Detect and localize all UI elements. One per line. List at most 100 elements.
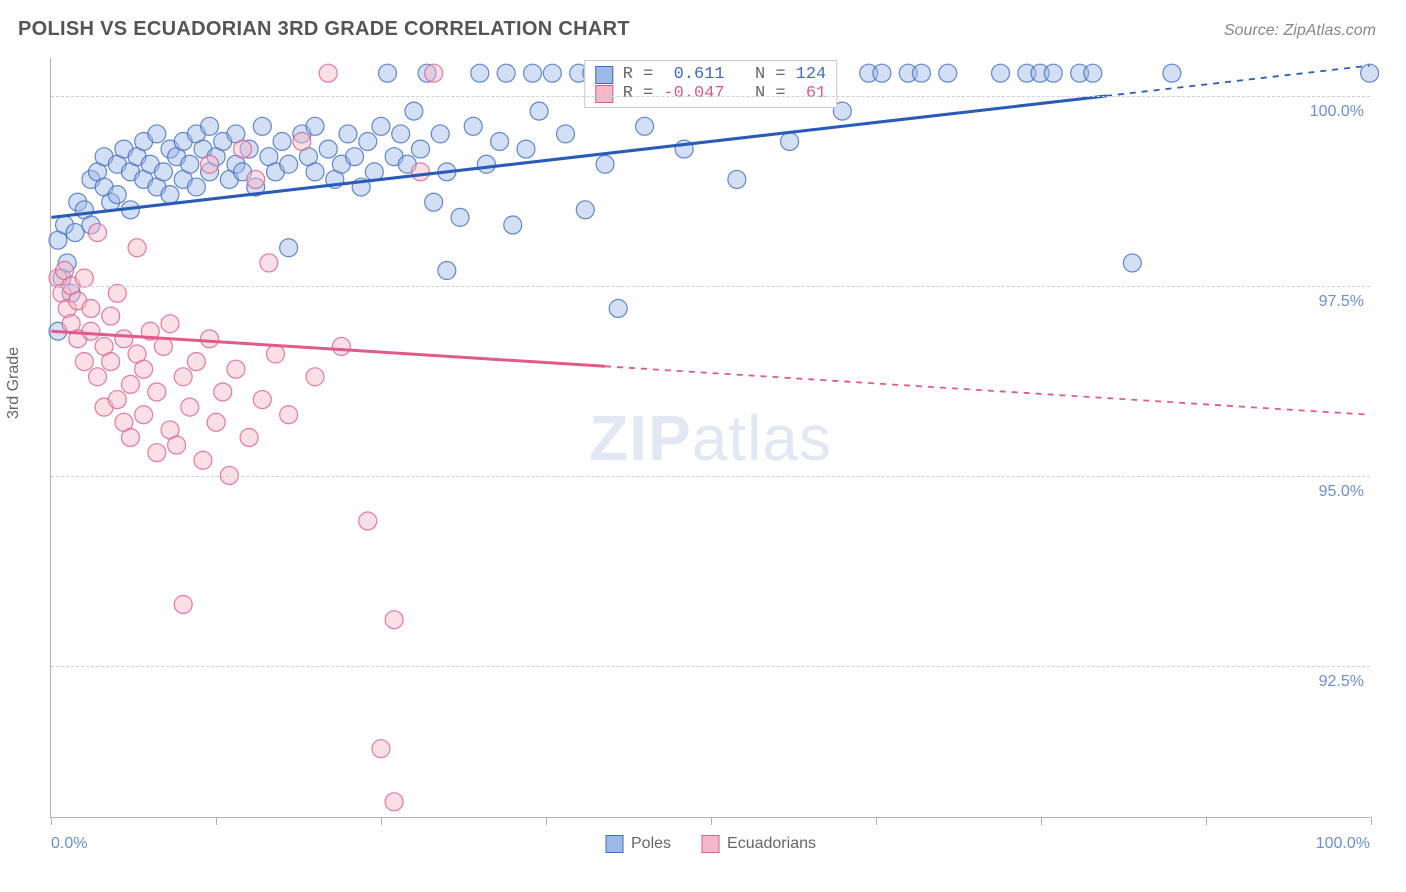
data-point	[108, 391, 126, 409]
stats-row: R =-0.047 N = 61	[595, 84, 826, 103]
data-point	[128, 239, 146, 257]
data-point	[781, 133, 799, 151]
x-tick	[51, 817, 52, 825]
trend-line-dashed	[1106, 66, 1370, 96]
data-point	[148, 383, 166, 401]
data-point	[379, 64, 397, 82]
data-point	[873, 64, 891, 82]
data-point	[102, 353, 120, 371]
data-point	[306, 163, 324, 181]
data-point	[247, 170, 265, 188]
data-point	[280, 239, 298, 257]
gridline-h	[51, 96, 1370, 97]
data-point	[543, 64, 561, 82]
data-point	[359, 133, 377, 151]
data-point	[497, 64, 515, 82]
data-point	[524, 64, 542, 82]
data-point	[174, 595, 192, 613]
data-point	[227, 360, 245, 378]
data-point	[530, 102, 548, 120]
data-point	[115, 330, 133, 348]
stats-n-value: 124	[796, 65, 827, 84]
data-point	[576, 201, 594, 219]
data-point	[912, 64, 930, 82]
y-axis-title: 3rd Grade	[5, 347, 23, 419]
data-point	[339, 125, 357, 143]
data-point	[253, 391, 271, 409]
data-point	[121, 429, 139, 447]
gridline-h	[51, 476, 1370, 477]
data-point	[346, 148, 364, 166]
data-point	[181, 155, 199, 173]
chart-title: POLISH VS ECUADORIAN 3RD GRADE CORRELATI…	[18, 18, 630, 41]
legend-label: Ecuadorians	[727, 835, 816, 853]
data-point	[517, 140, 535, 158]
data-point	[161, 315, 179, 333]
data-point	[174, 368, 192, 386]
trend-line-dashed	[605, 366, 1370, 414]
data-point	[82, 299, 100, 317]
data-point	[181, 398, 199, 416]
data-point	[385, 611, 403, 629]
data-point	[102, 307, 120, 325]
stats-legend-box: R = 0.611 N =124R =-0.047 N = 61	[584, 60, 837, 108]
data-point	[194, 451, 212, 469]
data-point	[280, 155, 298, 173]
stats-n-label: N =	[735, 84, 786, 103]
legend-item: Ecuadorians	[701, 835, 816, 853]
data-point	[108, 186, 126, 204]
y-tick-label: 92.5%	[1319, 673, 1372, 691]
data-point	[168, 436, 186, 454]
stats-r-label: R =	[623, 65, 654, 84]
data-point	[214, 383, 232, 401]
data-point	[392, 125, 410, 143]
data-point	[491, 133, 509, 151]
data-point	[306, 117, 324, 135]
data-point	[201, 155, 219, 173]
stats-row: R = 0.611 N =124	[595, 65, 826, 84]
data-point	[201, 330, 219, 348]
x-tick	[1371, 817, 1372, 825]
data-point	[471, 64, 489, 82]
data-point	[75, 269, 93, 287]
data-point	[504, 216, 522, 234]
data-point	[557, 125, 575, 143]
data-point	[207, 413, 225, 431]
data-point	[319, 64, 337, 82]
data-point	[148, 125, 166, 143]
data-point	[89, 224, 107, 242]
data-point	[411, 140, 429, 158]
data-point	[234, 140, 252, 158]
data-point	[75, 353, 93, 371]
plot-area: ZIPatlas R = 0.611 N =124R =-0.047 N = 6…	[50, 58, 1370, 818]
data-point	[240, 429, 258, 447]
x-tick	[711, 817, 712, 825]
x-tick	[381, 817, 382, 825]
data-point	[148, 444, 166, 462]
y-tick-label: 95.0%	[1319, 483, 1372, 501]
data-point	[425, 193, 443, 211]
data-point	[1084, 64, 1102, 82]
x-tick	[546, 817, 547, 825]
data-point	[359, 512, 377, 530]
data-point	[161, 186, 179, 204]
stats-n-label: N =	[735, 65, 786, 84]
data-point	[89, 368, 107, 386]
data-point	[154, 163, 172, 181]
x-tick	[876, 817, 877, 825]
x-axis-max-label: 100.0%	[1316, 835, 1370, 853]
data-point	[293, 133, 311, 151]
data-point	[260, 254, 278, 272]
data-point	[596, 155, 614, 173]
y-tick-label: 97.5%	[1319, 293, 1372, 311]
legend-swatch	[605, 835, 623, 853]
scatter-svg	[51, 58, 1370, 817]
data-point	[372, 117, 390, 135]
data-point	[253, 117, 271, 135]
data-point	[201, 117, 219, 135]
data-point	[438, 262, 456, 280]
data-point	[411, 163, 429, 181]
data-point	[66, 224, 84, 242]
legend: PolesEcuadorians	[605, 835, 816, 853]
gridline-h	[51, 286, 1370, 287]
